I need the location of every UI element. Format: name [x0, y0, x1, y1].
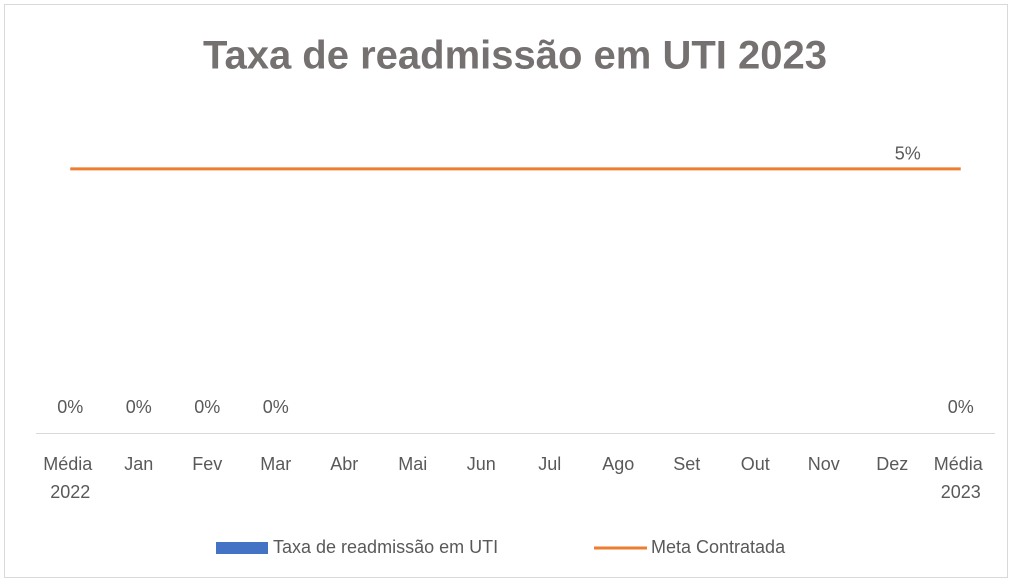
- x-tick-label: Out: [741, 454, 770, 474]
- x-tick-label: Jan: [124, 454, 153, 474]
- x-tick-label: Jun: [467, 454, 496, 474]
- data-label: 0%: [57, 397, 83, 417]
- x-tick-label: Fev: [192, 454, 222, 474]
- data-label: 0%: [126, 397, 152, 417]
- x-tick-label: Média 2023: [934, 454, 988, 502]
- chart-border: [4, 4, 1008, 578]
- data-label: 0%: [948, 397, 974, 417]
- x-tick-label: Set: [673, 454, 700, 474]
- x-tick-label: Mai: [398, 454, 427, 474]
- data-label: 5%: [895, 144, 921, 164]
- x-tick-label: Jul: [538, 454, 561, 474]
- x-tick-label: Média 2022: [43, 454, 97, 502]
- x-tick-label: Dez: [876, 454, 908, 474]
- x-tick-label: Mar: [260, 454, 291, 474]
- data-label: 0%: [263, 397, 289, 417]
- legend-label: Taxa de readmissão em UTI: [273, 537, 498, 557]
- data-label: 0%: [194, 397, 220, 417]
- legend-label: Meta Contratada: [651, 537, 786, 557]
- legend-swatch: [216, 542, 268, 554]
- x-tick-label: Abr: [330, 454, 358, 474]
- chart-title: Taxa de readmissão em UTI 2023: [203, 34, 827, 78]
- x-tick-label: Ago: [602, 454, 634, 474]
- x-tick-label: Nov: [808, 454, 840, 474]
